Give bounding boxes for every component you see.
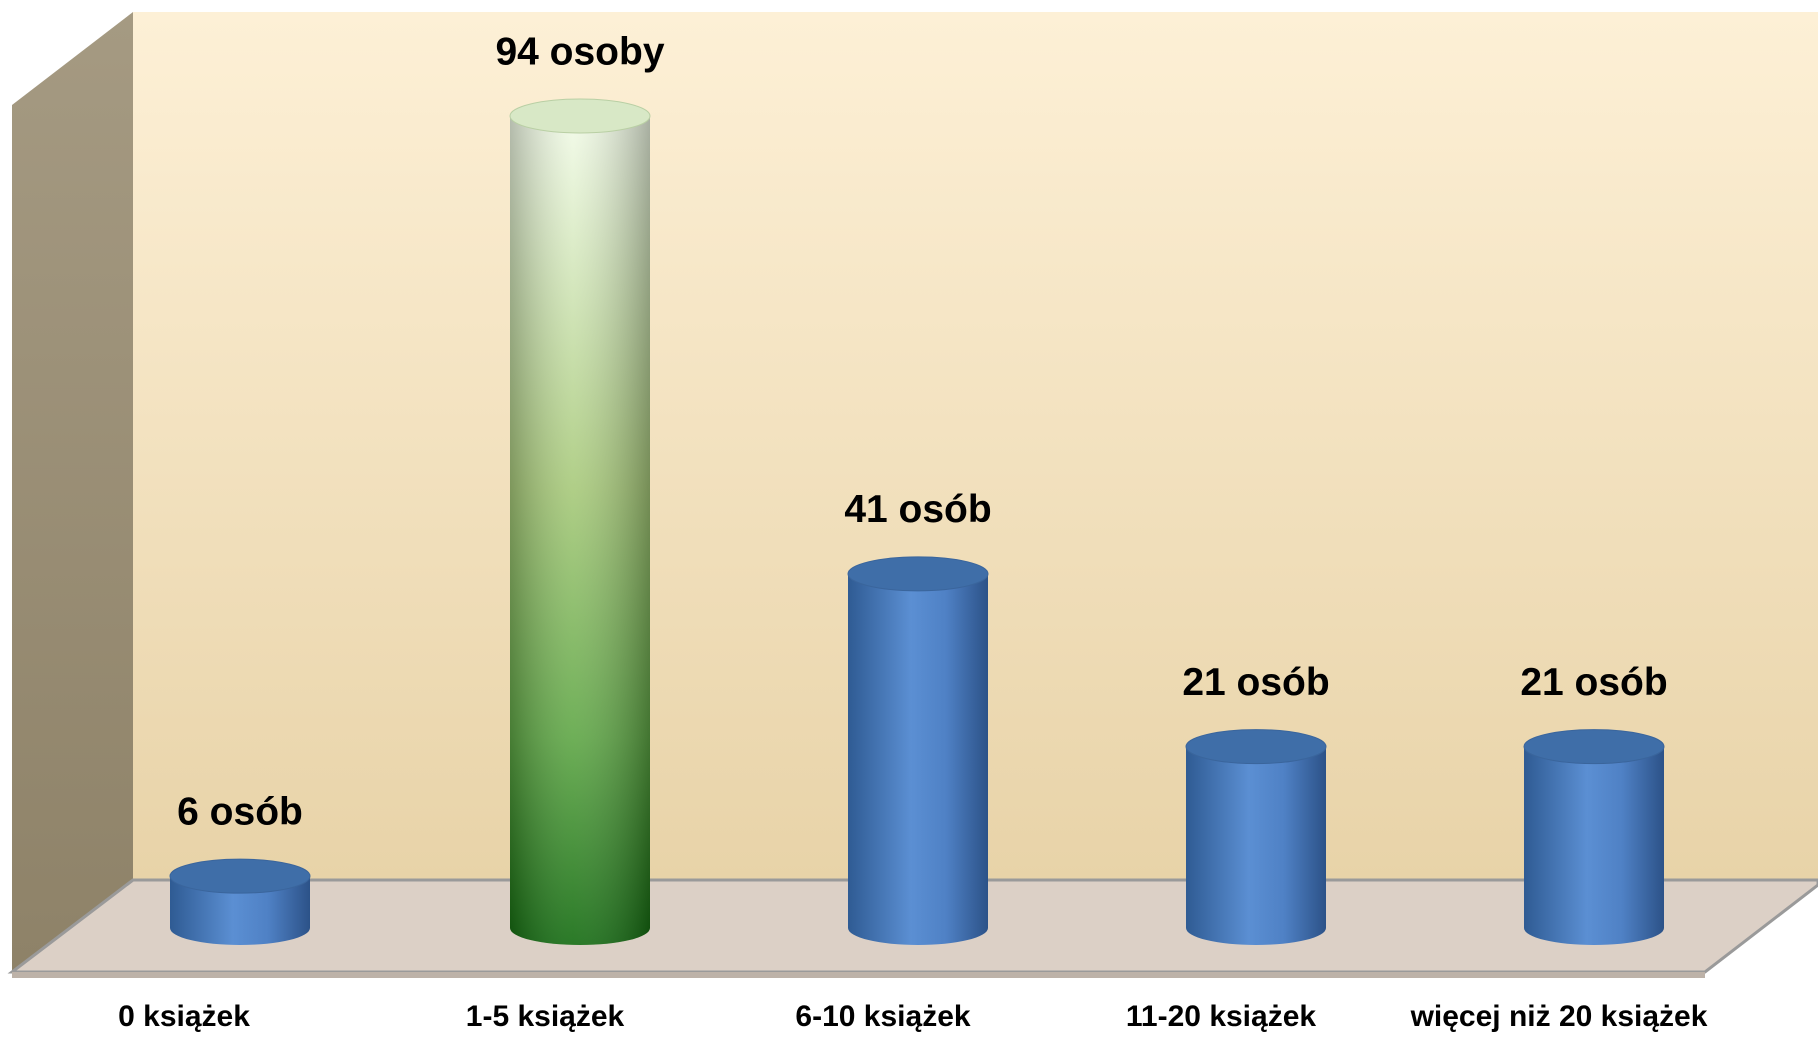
x-tick-label: 0 książek [118,1000,250,1033]
bar-top [169,858,311,894]
x-tick-label: 11-20 książek [1126,1000,1316,1033]
bar-top [1523,729,1665,765]
x-tick-label: 6-10 książek [795,1000,970,1033]
bar [1524,746,1664,945]
bar-top [1185,729,1327,765]
bar-top [847,556,989,592]
bar [1186,746,1326,945]
side-wall [12,12,133,972]
value-label: 21 osób [1520,661,1667,704]
bar [170,876,310,945]
value-label: 6 osób [177,790,303,833]
value-label: 21 osób [1182,661,1329,704]
bar [848,573,988,945]
x-tick-label: więcej niż 20 książek [1410,1000,1708,1033]
x-tick-label: 1-5 książek [466,1000,625,1033]
bar-top [509,98,651,134]
bar-shade [510,116,650,945]
value-label: 94 osoby [495,30,664,73]
value-label: 41 osób [844,488,991,531]
floor-edge [12,972,1705,978]
